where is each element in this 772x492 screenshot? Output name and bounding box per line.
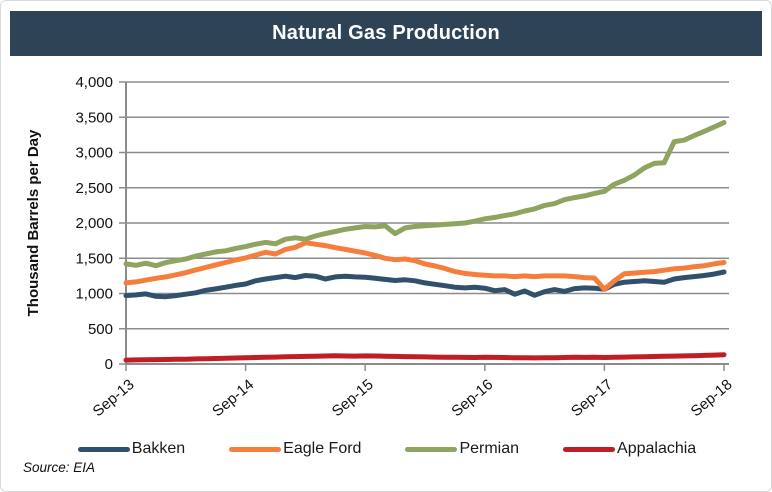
- axes: [119, 81, 729, 371]
- legend-item-bakken: Bakken: [77, 440, 186, 458]
- y-tick-label: 1,000: [75, 286, 113, 303]
- y-tick-label: 3,000: [75, 145, 113, 162]
- y-tick-label: 3,500: [75, 109, 113, 126]
- y-tick-label: 2,000: [75, 215, 113, 232]
- series-line-bakken: [123, 269, 727, 300]
- legend-label: Permian: [459, 440, 520, 457]
- legend-item-appalachia: Appalachia: [563, 440, 696, 458]
- data-series: [123, 120, 727, 363]
- y-tick-label: 2,500: [75, 180, 113, 197]
- legend-item-eagle-ford: Eagle Ford: [229, 440, 361, 458]
- legend-label: Appalachia: [617, 440, 697, 457]
- legend-label: Bakken: [131, 440, 186, 457]
- x-tick-label: Sep-13: [90, 376, 138, 420]
- legend-swatch-icon: [405, 446, 458, 452]
- x-tick-label: Sep-15: [329, 376, 377, 420]
- axis-labels: 0 500 1,000 1,500 2,000 2,500 3,000 3,500 4,000 S…: [75, 74, 735, 420]
- x-tick-label: Sep-17: [568, 376, 616, 420]
- legend-swatch-icon: [77, 446, 130, 452]
- legend-label: Eagle Ford: [283, 440, 362, 457]
- y-axis-title: Thousand Barrels per Day: [25, 129, 42, 316]
- legend-item-permian: Permian: [405, 440, 519, 458]
- y-tick-label: 1,500: [75, 250, 113, 267]
- series-line-appalachia: [123, 352, 727, 363]
- legend-swatch-icon: [563, 446, 616, 452]
- x-tick-label: Sep-16: [448, 376, 496, 420]
- chart-legend: Bakken Eagle Ford Permian Appalachia: [1, 437, 772, 461]
- y-tick-label: 0: [105, 356, 113, 373]
- chart-title: Natural Gas Production: [272, 22, 500, 44]
- x-tick-label: Sep-18: [688, 376, 736, 420]
- gridlines: [126, 81, 729, 365]
- legend-swatch-icon: [229, 446, 282, 452]
- source-note: Source: EIA: [23, 460, 96, 475]
- series-line-eagle-ford: [123, 240, 727, 292]
- x-tick-label: Sep-14: [209, 376, 257, 420]
- chart-canvas: Thousand Barrels per Day 0 500 1,000 1,500 2…: [25, 74, 736, 420]
- y-tick-label: 4,000: [75, 74, 113, 91]
- chart-title-bar: Natural Gas Production: [10, 11, 762, 56]
- series-line-permian: [123, 120, 727, 269]
- line-chart: Thousand Barrels per Day 0 500 1,000 1,500 2…: [1, 61, 772, 436]
- y-tick-label: 500: [88, 321, 113, 338]
